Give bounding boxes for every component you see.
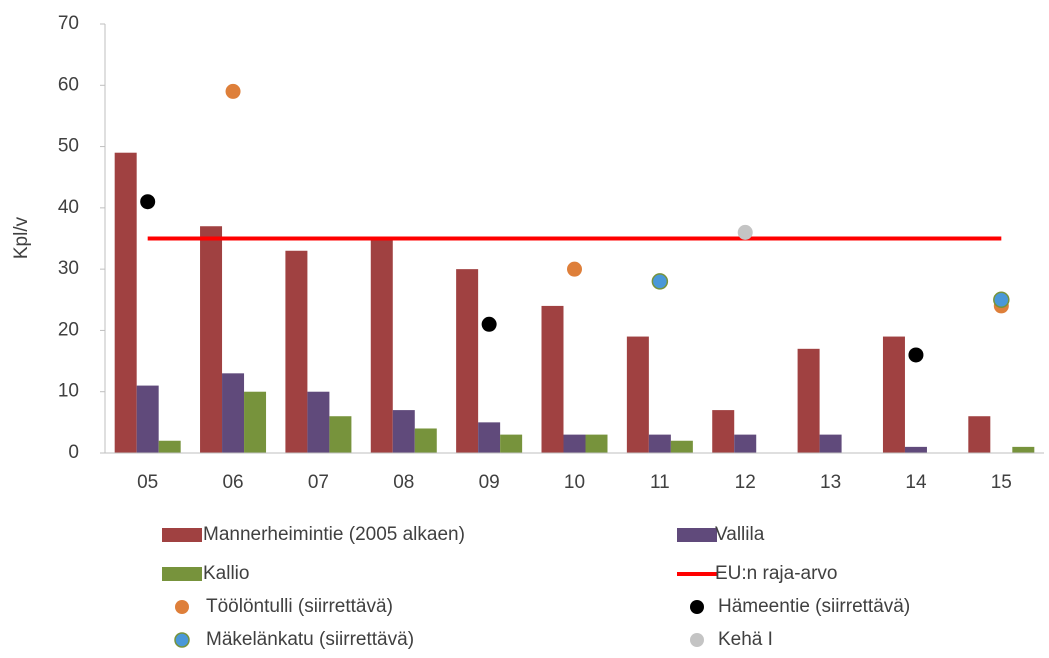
point <box>737 224 753 240</box>
bar <box>392 410 415 453</box>
bar <box>1012 446 1035 453</box>
bar <box>563 434 586 453</box>
bar <box>158 440 181 453</box>
legend-swatch <box>677 528 717 542</box>
x-tick-label: 14 <box>905 472 927 493</box>
bar <box>307 391 330 453</box>
legend-swatch <box>175 600 189 614</box>
point <box>225 83 241 99</box>
legend-swatch <box>174 632 190 648</box>
legend-label: Kallio <box>203 563 249 584</box>
bar <box>712 410 735 453</box>
bar <box>114 152 137 453</box>
bar <box>370 238 393 453</box>
legend-label: Töölöntulli (siirrettävä) <box>206 596 393 617</box>
x-tick-label: 05 <box>137 472 158 493</box>
legend-label: Kehä I <box>718 629 773 650</box>
legend-swatch <box>162 567 202 581</box>
point <box>140 194 156 210</box>
y-tick-label: 40 <box>58 197 79 218</box>
point <box>908 347 924 363</box>
y-tick-label: 10 <box>58 381 79 402</box>
bar <box>819 434 842 453</box>
point <box>567 261 582 277</box>
bar <box>648 434 671 453</box>
bar <box>285 250 308 453</box>
bar <box>222 373 245 453</box>
legend-label: Mannerheimintie (2005 alkaen) <box>203 524 465 545</box>
legend-label: Vallila <box>715 524 765 545</box>
bar <box>200 226 223 453</box>
legend-label: EU:n raja-arvo <box>715 563 838 584</box>
bar <box>626 336 649 453</box>
legend-label: Hämeentie (siirrettävä) <box>718 596 910 617</box>
x-tick-label: 10 <box>564 472 585 493</box>
bar <box>670 440 693 453</box>
y-tick-label: 50 <box>58 136 79 157</box>
bar <box>797 348 820 453</box>
x-tick-label: 09 <box>479 472 500 493</box>
legend-swatch <box>162 528 202 542</box>
point <box>481 316 497 332</box>
y-tick-label: 20 <box>58 319 79 340</box>
y-axis-label: Kpl/v <box>11 216 32 259</box>
bar <box>541 305 564 453</box>
x-tick-label: 15 <box>991 472 1012 493</box>
point <box>993 291 1010 309</box>
bar <box>904 446 927 453</box>
bar <box>478 422 501 453</box>
bar <box>734 434 757 453</box>
bar <box>585 434 608 453</box>
legend-swatch <box>690 600 704 614</box>
bar <box>329 416 352 453</box>
x-tick-label: 12 <box>735 472 756 493</box>
bar <box>968 416 991 453</box>
y-tick-label: 70 <box>58 13 79 34</box>
bar <box>456 269 479 453</box>
legend-swatch <box>690 633 704 647</box>
y-tick-label: 30 <box>58 258 79 279</box>
bar <box>244 391 267 453</box>
x-tick-label: 11 <box>650 472 670 493</box>
point <box>651 273 669 290</box>
legend-label: Mäkelänkatu (siirrettävä) <box>206 629 414 650</box>
bar <box>136 385 159 453</box>
bar <box>414 428 437 453</box>
x-tick-label: 07 <box>308 472 329 493</box>
bar <box>882 336 905 453</box>
x-tick-label: 13 <box>820 472 841 493</box>
bar <box>500 434 523 453</box>
y-tick-label: 0 <box>68 442 79 463</box>
x-tick-label: 08 <box>393 472 414 493</box>
y-tick-label: 60 <box>58 74 79 95</box>
x-tick-label: 06 <box>222 472 243 493</box>
